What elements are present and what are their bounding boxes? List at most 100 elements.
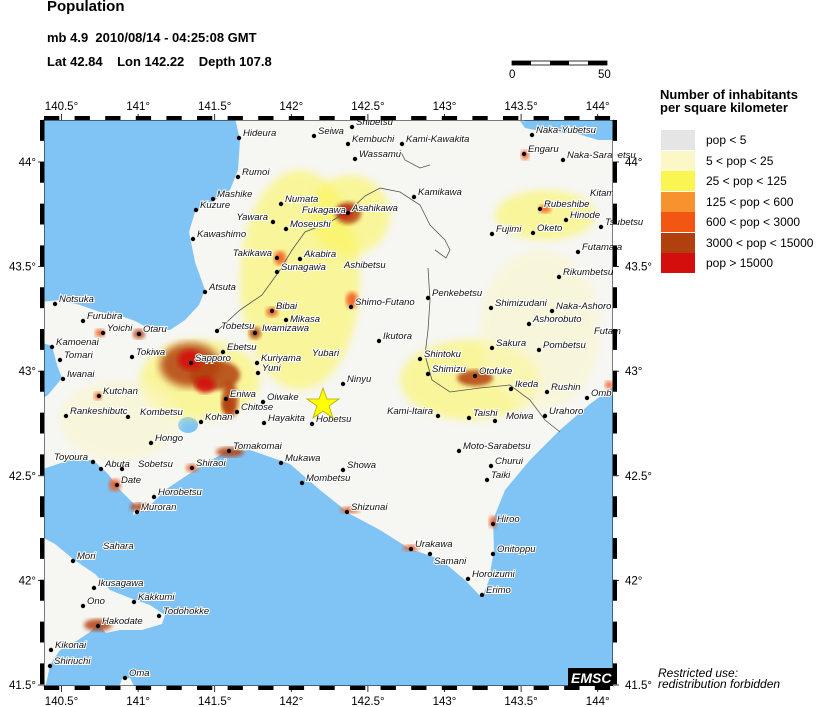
city-label: Kakkumi <box>138 592 175 603</box>
city-label: Eniwa <box>230 389 256 400</box>
city-label: Rumoi <box>242 167 270 178</box>
city-label: Rushin <box>551 382 581 393</box>
city-dot-icon <box>492 418 498 424</box>
city-dot-icon <box>49 344 55 350</box>
axis-tick-labels: 140.5° 140.5° 141° 141° 141.5° 141.5° 142° 142°… <box>9 101 652 707</box>
city-label: Yuni <box>262 363 282 374</box>
lon-tick-label-top: 141° <box>126 101 150 113</box>
city-dot-icon <box>488 305 494 311</box>
event-location-depth: Lat 42.84 Lon 142.22 Depth 107.8 <box>47 54 272 69</box>
city-ikusagawa: Ikusagawa <box>91 577 144 591</box>
city-label: Samani <box>434 556 467 567</box>
legend-label: 3000 < pop < 15000 <box>706 235 814 250</box>
city-label: Kitami <box>590 188 617 199</box>
city-ono: Ono <box>80 595 106 609</box>
city-ninyu: Ninyu <box>340 373 373 387</box>
city-label: Pombetsu <box>543 340 586 351</box>
city-label: Shintoku <box>424 349 462 360</box>
city-label: Wassamu <box>359 149 402 160</box>
lon-tick-label-bottom: 142.5° <box>351 696 384 707</box>
city-label: Ikusagawa <box>98 578 143 589</box>
city-kuzure: Kuzure <box>193 199 231 213</box>
lon-tick-label-bottom: 144° <box>586 696 610 707</box>
city-label: Akabira <box>303 249 336 260</box>
city-dot-icon <box>223 396 229 402</box>
city-label: Otaru <box>143 324 167 335</box>
city-label: Kutchan <box>103 386 138 397</box>
city-label: Kami-Kawakita <box>406 134 469 145</box>
city-label: Oiwake <box>267 392 299 403</box>
lon-tick-label-top: 144° <box>586 101 610 113</box>
city-label: Urahoro <box>549 406 583 417</box>
city-dot-icon <box>479 592 485 598</box>
legend-swatch <box>661 212 695 232</box>
city-dot-icon <box>52 301 58 307</box>
city-label: Ashibetsu <box>343 260 386 271</box>
city-dot-icon <box>63 413 69 419</box>
lat-tick-label-right: 43° <box>625 366 642 378</box>
scale-bar: 0 50 <box>509 60 611 81</box>
city-ebetsu: Ebetsu <box>220 341 258 355</box>
city-ashibetsu: Ashibetsu <box>317 259 387 272</box>
city-label: Horobetsu <box>158 487 203 498</box>
city-fujimi: Fujimi <box>489 223 523 237</box>
city-label: Kombetsu <box>140 407 183 418</box>
city-label: Rubeshibe <box>544 199 589 210</box>
city-dot-icon <box>456 448 462 454</box>
lat-tick-label-left: 43° <box>19 366 36 378</box>
city-dot-icon <box>260 399 266 405</box>
city-moiwa: Moiwa <box>492 410 534 424</box>
legend-swatch <box>661 150 695 171</box>
city-ikeda: Ikeda <box>508 378 539 392</box>
city-dot-icon <box>125 414 131 420</box>
lon-tick-label-bottom: 140.5° <box>45 696 78 707</box>
city-sakura: Sakura <box>489 337 527 351</box>
city-otofuke: Otofuke <box>472 365 513 379</box>
city-hideura: Hideura <box>236 127 277 141</box>
usage-notice-line2: redistribution forbidden <box>658 677 781 691</box>
city-dot-icon <box>427 551 433 557</box>
city-label: Rikumbetsu <box>563 267 614 278</box>
city-numata: Numata <box>278 193 319 207</box>
lat-tick-label-right: 43.5° <box>625 262 652 274</box>
lon-tick-label-top: 140.5° <box>45 101 78 113</box>
city-dot-icon <box>521 151 527 157</box>
city-dot-icon <box>214 328 220 334</box>
city-dot-icon <box>311 133 317 139</box>
city-label: Ono <box>87 596 105 607</box>
city-label: Hakodate <box>102 616 143 627</box>
lon-tick-label-top: 143° <box>433 101 457 113</box>
city-label: Erimo <box>486 585 511 596</box>
lat-tick-label-right: 42° <box>625 575 642 587</box>
epicenter-star-icon[interactable] <box>305 386 341 420</box>
city-kuriyama: Kuriyama <box>254 352 302 366</box>
city-label: Yubari <box>312 348 340 359</box>
population-patch <box>195 377 215 393</box>
lon-tick-label-bottom: 143.5° <box>504 696 537 707</box>
city-label: Hideura <box>243 128 276 139</box>
city-label: Taishi <box>473 408 498 419</box>
city-label: Ninyu <box>347 374 372 385</box>
legend-swatch <box>661 130 695 150</box>
city-yoichi: Yoichi <box>100 322 134 336</box>
city-label: Sunagawa <box>281 262 326 273</box>
city-omb: Omb <box>584 387 613 401</box>
city-label: Penkebetsu <box>432 288 483 299</box>
city-yubari: Yubari <box>311 347 341 360</box>
city-dot-icon <box>345 141 351 147</box>
city-label: Kohan <box>205 412 232 423</box>
city-iwamizawa: Iwamizawa <box>252 322 310 336</box>
city-label: Seiwa <box>318 126 344 137</box>
city-label: Mukawa <box>285 453 320 464</box>
city-bibai: Bibai <box>269 300 299 314</box>
city-sobetsu: Sobetsu <box>119 458 175 472</box>
city-hinode: Hinode <box>563 209 601 223</box>
city-label: Sapporo <box>195 353 231 364</box>
city-shintoku: Shintoku <box>417 348 463 362</box>
lat-tick-label-right: 42.5° <box>625 471 652 483</box>
legend-title-line1: Number of inhabitants <box>660 87 798 102</box>
city-label: Otofuke <box>479 366 512 377</box>
city-dot-icon <box>90 459 96 465</box>
population-patch <box>274 251 286 265</box>
